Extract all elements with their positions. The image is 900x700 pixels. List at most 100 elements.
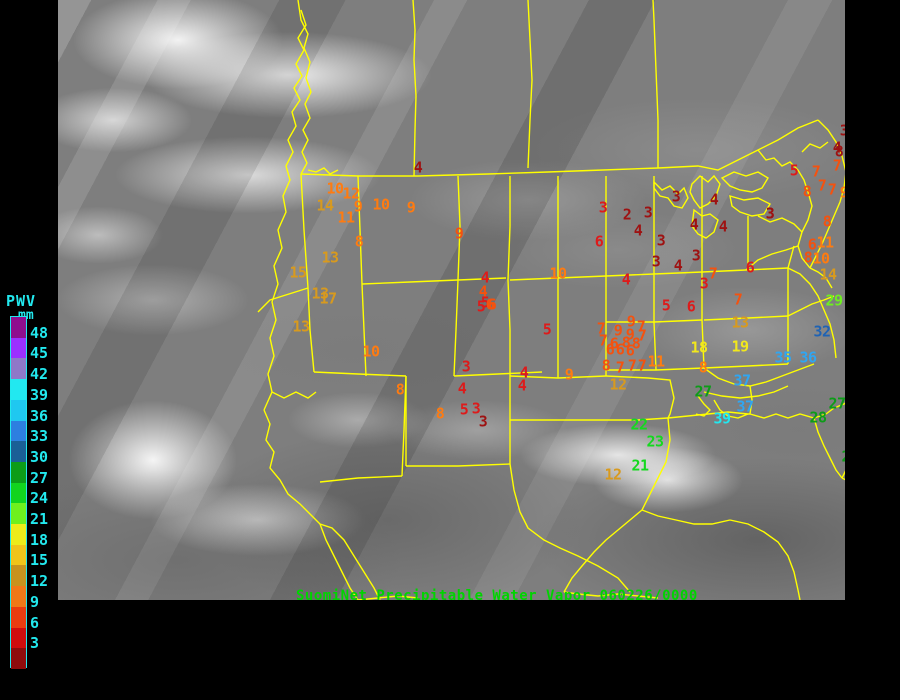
legend-tick-label: 3: [30, 634, 40, 653]
pwv-value: 28: [809, 408, 827, 427]
pwv-station-values: 4 10 12 14 9 10 9 11 9 8 13 4 15 13 17 6 13 10 8 8 3 4 5 3 3 4 4 4 5…: [58, 0, 845, 600]
pwv-value: 4: [413, 158, 423, 177]
pwv-value: 9: [626, 312, 636, 331]
pwv-value: 6: [625, 341, 635, 360]
pwv-value: 8: [435, 404, 445, 423]
pwv-value: 13: [731, 313, 749, 332]
pwv-value: 10: [812, 249, 830, 268]
legend-tick-label: 27: [30, 468, 49, 487]
pwv-value: 9: [406, 198, 416, 217]
pwv-value: 7: [615, 358, 625, 377]
legend-tick-label: 36: [30, 406, 49, 425]
pwv-value: 5: [789, 161, 799, 180]
pwv-value: 7: [827, 180, 837, 199]
legend-colorbar: [10, 316, 27, 670]
pwv-value: 39: [713, 409, 731, 428]
pwv-value: 6: [605, 340, 615, 359]
pwv-value: 8: [601, 356, 611, 375]
legend-swatch: [11, 544, 26, 566]
pwv-value: 37: [736, 397, 754, 416]
map-borders-overlay: [257, 0, 845, 600]
pwv-value: 14: [819, 265, 837, 284]
legend-tick-label: 33: [30, 427, 49, 446]
pwv-value: 7: [811, 162, 821, 181]
legend-swatch: [11, 482, 26, 504]
pwv-value: 7: [733, 290, 743, 309]
pwv-value: 7: [637, 356, 647, 375]
pwv-value: 25: [841, 449, 845, 465]
pwv-value: 23: [646, 432, 664, 451]
pwv-value: 8: [834, 142, 844, 161]
legend-swatch: [11, 337, 26, 359]
legend-tick-label: 45: [30, 344, 49, 363]
pwv-value: 12: [604, 465, 622, 484]
pwv-value: 6: [594, 232, 604, 251]
pwv-value: 5: [480, 293, 490, 312]
cloud-layer-southwest: [58, 0, 845, 600]
legend-swatch: [11, 606, 26, 628]
legend-swatch: [11, 503, 26, 525]
pwv-value: 7: [636, 317, 646, 336]
legend-swatch: [11, 524, 26, 546]
legend-swatch: [11, 379, 26, 401]
legend-swatch: [11, 461, 26, 483]
pwv-value: 6: [807, 235, 817, 254]
legend-swatch: [11, 317, 26, 338]
pwv-value: 5: [661, 296, 671, 315]
pwv-value: 9: [839, 183, 845, 202]
legend-swatch: [11, 648, 26, 670]
pwv-value: 3: [651, 252, 661, 271]
satellite-image-panel: 4 10 12 14 9 10 9 11 9 8 13 4 15 13 17 6 13 10 8 8 3 4 5 3 3 4 4 4 5…: [58, 0, 845, 600]
pwv-value: 7: [817, 176, 827, 195]
pwv-value: 3: [471, 399, 481, 418]
legend-tick-label: 30: [30, 447, 49, 466]
pwv-value: 15: [289, 263, 307, 282]
pwv-value: 8: [354, 232, 364, 251]
legend-tick-label: 6: [30, 613, 40, 632]
pwv-value: 35: [774, 348, 792, 367]
pwv-value: 13: [311, 284, 329, 303]
pwv-value: 18: [690, 338, 708, 357]
pwv-value: 21: [631, 456, 649, 475]
legend-tick-label: 12: [30, 572, 49, 591]
pwv-value: 3: [656, 231, 666, 250]
pwv-value: 3: [643, 203, 653, 222]
pwv-legend: PWV mm 48 45 42 39 36 33 30 27 24 21 18 15 12 9 6 3: [0, 292, 58, 677]
pwv-value: 7: [598, 331, 608, 350]
pwv-value: 12: [609, 375, 627, 394]
pwv-value: 6: [615, 340, 625, 359]
pwv-value: 6: [686, 297, 696, 316]
legend-tick-label: 48: [30, 323, 49, 342]
legend-swatch: [11, 627, 26, 649]
pwv-value: 4: [621, 270, 631, 289]
legend-swatch: [11, 586, 26, 608]
pwv-value: 11: [647, 352, 665, 371]
cloud-layer-shadow: [58, 0, 845, 600]
pwv-value: 3: [671, 187, 681, 206]
pwv-value: 3: [598, 198, 608, 217]
pwv-value: 6: [485, 295, 495, 314]
pwv-value: 10: [326, 179, 344, 198]
legend-tick-label: 24: [30, 489, 49, 508]
pwv-value: 27: [828, 394, 845, 413]
pwv-value: 11: [816, 233, 834, 252]
pwv-value: 22: [630, 415, 648, 434]
pwv-value: 7: [596, 319, 606, 338]
pwv-value: 3: [699, 274, 709, 293]
pwv-value: 4: [519, 363, 529, 382]
pwv-value: 6: [745, 258, 755, 277]
pwv-value: 8: [803, 248, 813, 267]
map-title: SuomiNet Precipitable Water Vapor 060226…: [296, 588, 698, 600]
cloud-layer-central: [58, 0, 845, 600]
pwv-value: 5: [476, 297, 486, 316]
legend-tick-label: 21: [30, 510, 49, 529]
pwv-value: 8: [395, 380, 405, 399]
pwv-value: 14: [316, 196, 334, 215]
legend-swatch: [11, 358, 26, 380]
pwv-value: 4: [517, 376, 527, 395]
legend-title: PWV: [6, 292, 37, 310]
pwv-value: 7: [832, 156, 842, 175]
pwv-value: 8: [698, 358, 708, 377]
pwv-value: 9: [613, 321, 623, 340]
